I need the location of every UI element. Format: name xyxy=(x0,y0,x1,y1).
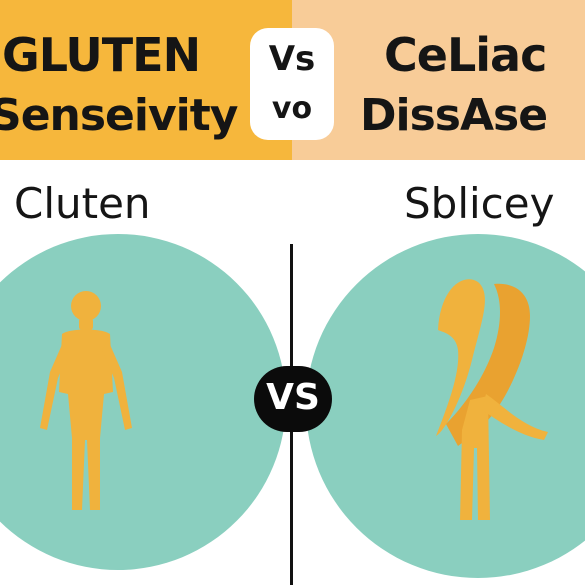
vs-title-top: Vs xyxy=(268,39,316,79)
human-figure-icon xyxy=(40,291,132,510)
left-circle xyxy=(0,234,286,570)
left-title-banner xyxy=(0,0,292,160)
ribbon-figure-icon xyxy=(436,279,548,520)
right-title-line2: DissAse xyxy=(360,90,548,141)
vs-badge: VS xyxy=(254,366,332,432)
right-title-line1: CeLiac xyxy=(384,28,547,82)
vs-badge-label: VS xyxy=(266,377,320,418)
right-circle xyxy=(306,234,585,578)
right-section-label: Sblicey xyxy=(404,179,555,228)
left-title-line1: GLUTEN xyxy=(2,28,201,82)
left-section-label: Cluten xyxy=(14,179,151,228)
vs-title-card: Vs vo xyxy=(250,28,334,140)
right-title-banner xyxy=(292,0,585,160)
left-title-line2: Senseivity xyxy=(0,90,238,141)
vs-title-bottom: vo xyxy=(271,91,313,126)
